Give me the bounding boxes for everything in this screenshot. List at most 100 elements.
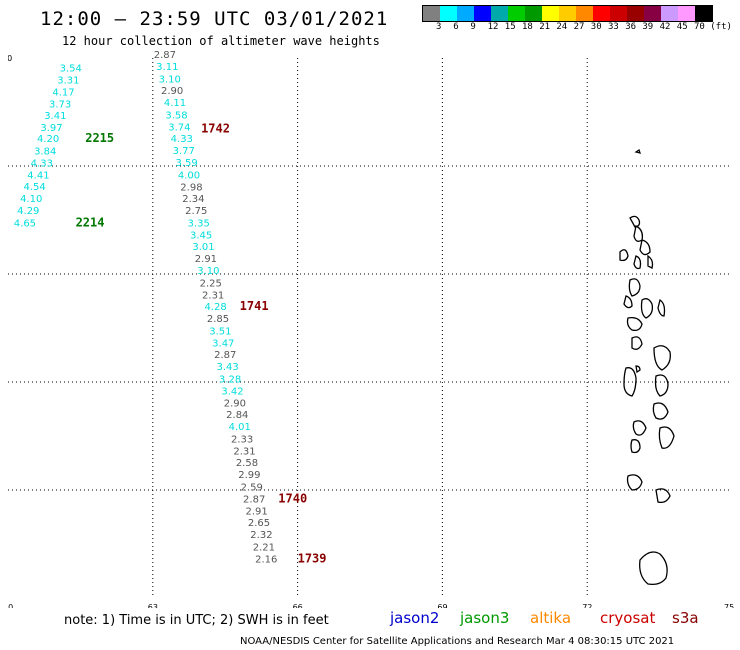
wave-height-value: 3.43 [217,362,239,373]
axis-tick-labels: 6063666972750246810 [8,54,734,608]
color-swatch [576,6,593,21]
color-swatch [695,6,712,21]
color-legend-label: 15 [504,22,516,32]
wave-height-value: 2.21 [253,542,275,553]
wave-height-value: 2.59 [241,483,263,494]
wave-height-value: 3.84 [34,147,56,158]
pass-time-label: 2214 [76,215,105,229]
wave-height-value: 2.87 [214,350,236,361]
wave-height-value: 2.90 [224,398,246,409]
x-tick-label: 72 [582,603,592,608]
wave-height-value: 2.25 [200,278,222,289]
map-title: 12:00 – 23:59 UTC 03/01/2021 [40,8,389,30]
wave-height-value: 3.41 [44,111,66,122]
satellite-legend-s3a: s3a [672,609,699,627]
color-swatch [627,6,644,21]
x-tick-label: 75 [724,603,734,608]
wave-height-value: 2.16 [255,554,277,565]
color-swatch [491,6,508,21]
wave-height-value: 3.51 [209,326,231,337]
wave-height-value: 2.32 [250,530,272,541]
color-legend-label: 27 [573,22,585,32]
satellite-legend-altika: altika [530,609,572,627]
color-legend-label: 30 [590,22,602,32]
color-swatch [593,6,610,21]
wave-height-value: 4.17 [52,87,74,98]
wave-height-value: 2.85 [207,314,229,325]
y-tick-label: 10 [8,54,12,63]
pass-time-label: 1740 [278,491,307,505]
wave-height-value: 3.10 [159,74,181,85]
pass-time-labels: 2215 2214 1742 1741 1740 1739 [76,122,327,566]
wave-height-value: 4.11 [164,98,186,109]
wave-height-value: 2.90 [161,86,183,97]
wave-height-value: 3.11 [156,62,178,73]
footer-note: note: 1) Time is in UTC; 2) SWH is in fe… [64,613,329,628]
wave-height-value: 4.01 [229,422,251,433]
color-swatch [457,6,474,21]
color-legend-label: 36 [625,22,637,32]
wave-height-value: 2.33 [231,434,253,445]
wave-height-value: 2.87 [243,494,265,505]
pass-time-label: 1742 [201,122,230,136]
color-swatch [661,6,678,21]
color-legend-label: 70 (ft) [694,22,732,32]
wave-height-value: 3.28 [219,375,241,386]
color-swatch [423,6,440,21]
color-swatch [508,6,525,21]
wave-height-value: 3.73 [49,100,71,111]
color-swatch [542,6,559,21]
color-legend-label: 9 [470,22,476,32]
maldives-coastline [619,148,675,586]
x-tick-label: 60 [8,603,13,608]
wave-height-value: 3.01 [192,242,214,253]
color-legend-label: 33 [608,22,619,32]
color-swatch [474,6,491,21]
wave-height-value: 3.35 [188,218,210,229]
wave-height-value: 2.98 [180,182,202,193]
wave-height-value: 4.28 [204,302,226,313]
x-tick-label: 66 [293,603,303,608]
wave-height-value: 2.84 [226,410,248,421]
wave-height-value: 3.45 [190,230,212,241]
wave-height-value: 4.10 [20,194,42,205]
wave-height-value: 3.97 [40,123,62,134]
color-legend-label: 18 [522,22,533,32]
wave-height-value: 2.99 [238,470,260,481]
wave-height-observations: 3.543.314.173.733.413.974.203.844.334.41… [14,50,278,565]
wave-height-value: 2.31 [202,290,224,301]
wave-height-value: 4.33 [31,159,53,170]
wave-height-value: 3.31 [57,75,79,86]
color-legend-label: 3 [436,22,442,32]
wave-height-map: 3.543.314.173.733.413.974.203.844.334.41… [8,50,734,608]
color-swatch [610,6,627,21]
color-legend [422,5,713,22]
color-legend-label: 42 [659,22,671,32]
wave-height-value: 3.47 [212,338,234,349]
wave-height-value: 4.65 [14,218,36,229]
wave-height-value: 4.41 [27,170,49,181]
color-swatch [525,6,542,21]
wave-height-value: 4.54 [23,182,45,193]
wave-height-value: 3.10 [197,266,219,277]
wave-height-value: 3.42 [221,386,243,397]
color-legend-label: 45 [676,22,688,32]
pass-time-label: 2215 [85,131,114,145]
pass-time-label: 1739 [298,551,327,565]
wave-height-value: 2.31 [233,446,255,457]
satellite-legend-jason3: jason3 [460,609,510,627]
pass-time-label: 1741 [240,299,269,313]
wave-height-value: 2.34 [182,194,204,205]
color-swatch [559,6,576,21]
map-subtitle: 12 hour collection of altimeter wave hei… [62,34,380,48]
x-tick-label: 69 [437,603,447,608]
lat-lon-grid [8,58,732,598]
color-legend-label: 12 [487,22,499,32]
color-legend-label: 6 [453,22,459,32]
x-tick-label: 63 [148,603,158,608]
color-swatch [644,6,661,21]
color-legend-label: 24 [556,22,568,32]
wave-height-value: 3.59 [175,158,197,169]
color-legend-label: 39 [642,22,654,32]
wave-height-value: 3.58 [165,110,187,121]
